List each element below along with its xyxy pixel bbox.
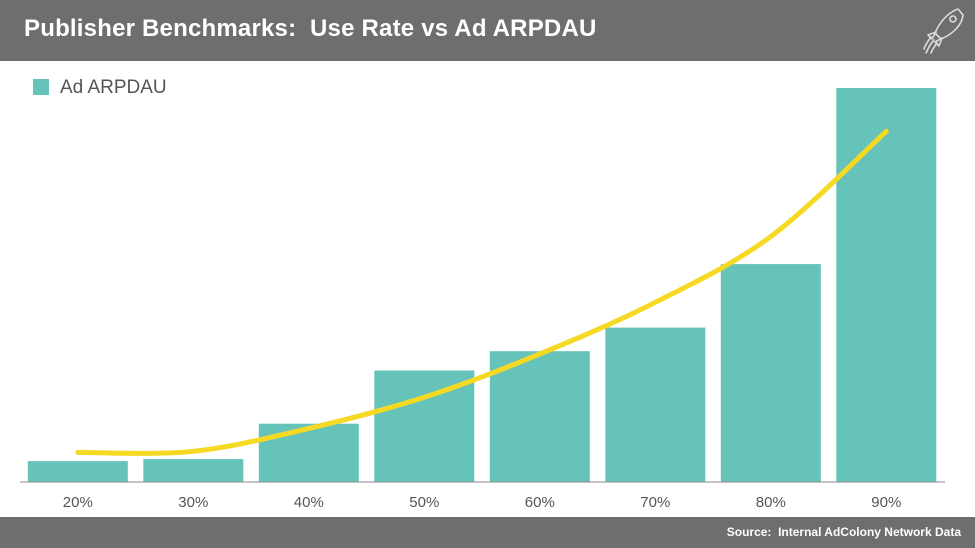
x-tick-label: 80%: [756, 494, 786, 511]
bar-60pct: [489, 351, 590, 482]
bar-group: [27, 88, 937, 482]
x-tick-labels: 20% 30% 40% 50% 60% 70% 80% 90%: [63, 494, 902, 511]
x-tick-label: 30%: [178, 494, 208, 511]
x-tick-label: 40%: [294, 494, 324, 511]
legend-label: Ad ARPDAU: [60, 77, 167, 98]
header-bar: Publisher Benchmarks: Use Rate vs Ad ARP…: [0, 0, 975, 61]
rocket-icon: [923, 8, 964, 54]
bar-20pct: [27, 461, 128, 482]
footer-bar: Source: Internal AdColony Network Data: [0, 517, 975, 548]
chart-area: Ad ARPDAU 20% 30% 40% 50% 60% 70% 80% 90%: [20, 77, 945, 511]
legend-swatch: [33, 79, 49, 95]
bar-50pct: [374, 370, 475, 482]
page-title: Publisher Benchmarks: Use Rate vs Ad ARP…: [24, 15, 597, 42]
bar-80pct: [720, 264, 821, 482]
bar-30pct: [143, 459, 244, 482]
bar-40pct: [258, 423, 359, 482]
x-tick-label: 20%: [63, 494, 93, 511]
bar-90pct: [836, 88, 937, 482]
source-note: Source: Internal AdColony Network Data: [726, 525, 961, 539]
x-tick-label: 60%: [525, 494, 555, 511]
x-tick-label: 50%: [409, 494, 439, 511]
legend: Ad ARPDAU: [33, 77, 167, 98]
x-tick-label: 90%: [871, 494, 901, 511]
x-tick-label: 70%: [640, 494, 670, 511]
trend-curve: [75, 128, 889, 456]
bar-70pct: [605, 327, 706, 482]
